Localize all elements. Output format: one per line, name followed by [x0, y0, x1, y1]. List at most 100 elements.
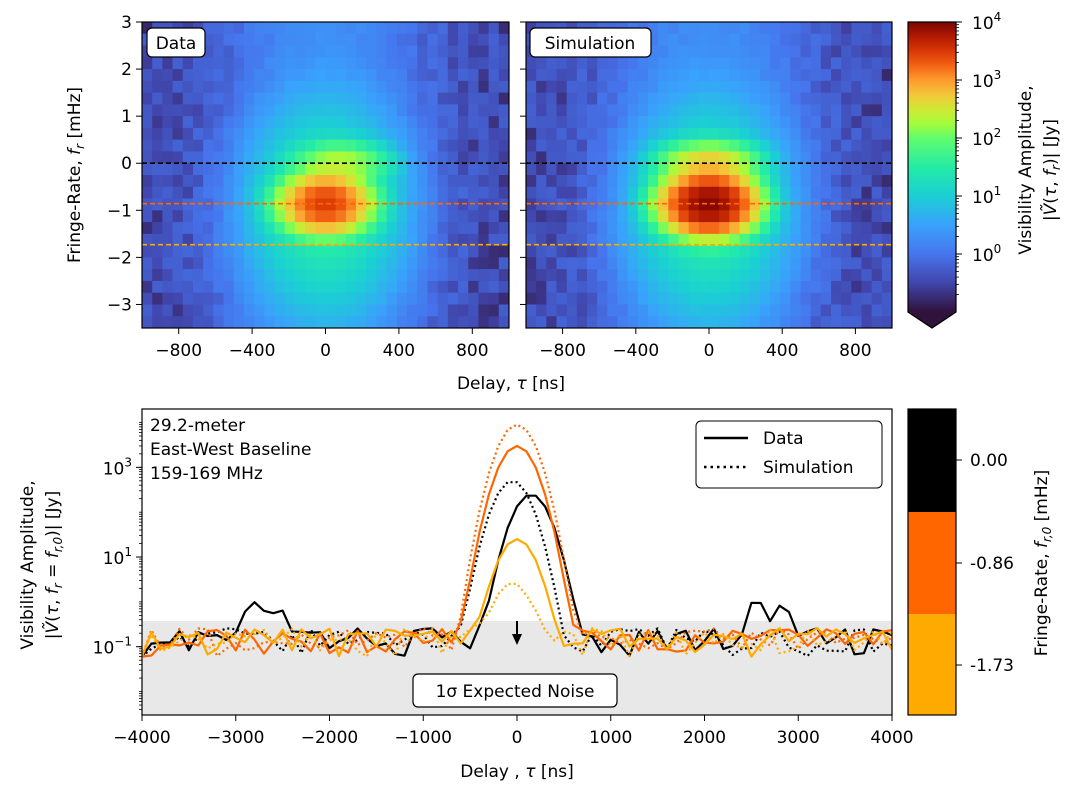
heatmap-cell	[800, 304, 812, 317]
heatmap-cell	[203, 198, 214, 211]
heatmap-cell	[871, 222, 883, 235]
heatmap-cell	[305, 163, 316, 176]
heatmap-cell	[780, 222, 791, 235]
heatmap-cell	[152, 269, 163, 282]
heatmap-cell	[223, 57, 235, 70]
heatmap-cell	[709, 45, 720, 58]
heatmap-cell	[203, 280, 214, 294]
heatmap-cell	[637, 280, 649, 294]
colorbar-amplitude-label-2: |Ṽ(τ, fr)| [Jy]	[1039, 119, 1063, 221]
heatmap-cell	[739, 139, 751, 153]
heatmap-cell	[254, 222, 265, 235]
heatmap-cell	[213, 233, 225, 247]
heatmap-cell	[871, 116, 883, 129]
heatmap-cell	[356, 245, 367, 258]
heatmap-cell	[688, 245, 700, 258]
heatmap-cell	[315, 69, 327, 82]
heatmap-cell	[274, 316, 286, 328]
heatmap-cell	[759, 257, 771, 270]
heatmap-cell	[637, 151, 649, 164]
heatmap-cell	[427, 139, 439, 153]
heatmap-cell	[526, 151, 537, 164]
heatmap-cell	[427, 104, 439, 117]
heatmap-cell	[182, 233, 194, 247]
heatmap-cell	[366, 163, 378, 176]
heatmap-cell	[458, 22, 469, 35]
heatmap-cell	[233, 233, 245, 247]
heatmap-cell	[407, 292, 418, 306]
heatmap-cell	[688, 151, 700, 164]
heatmap-cell	[597, 316, 608, 328]
heatmap-cell	[729, 139, 741, 153]
heatmap-cell	[345, 45, 357, 58]
heatmap-cell	[437, 116, 449, 129]
heatmap-cell	[315, 222, 327, 235]
heatmap-cell	[841, 233, 852, 247]
heatmap-cell	[417, 22, 429, 35]
heatmap-cell	[749, 304, 761, 317]
heatmap-cell	[407, 186, 418, 200]
heatmap-cell	[770, 45, 781, 58]
heatmap-cell	[233, 69, 245, 82]
heatmap-cell	[637, 304, 649, 317]
heatmap-cell	[345, 69, 357, 82]
line-series	[142, 423, 892, 658]
heatmap-cell	[305, 186, 316, 200]
heatmap-cell	[627, 116, 639, 129]
heatmap-cell	[498, 45, 509, 58]
heatmap-cell	[305, 22, 316, 35]
heatmap-cell	[498, 151, 509, 164]
heatmap-cell	[264, 57, 276, 70]
heatmap-cell	[182, 210, 194, 223]
heatmap-cell	[254, 45, 265, 58]
heatmap-cell	[274, 80, 286, 94]
heatmap-cell	[587, 92, 598, 105]
heatmap-cell	[274, 257, 286, 270]
heatmap-cell	[698, 304, 710, 317]
heatmap-cell	[780, 127, 791, 141]
heatmap-cell	[152, 151, 163, 164]
heatmap-cell	[881, 57, 892, 70]
heatmap-cell	[417, 292, 429, 306]
heatmap-cell	[366, 69, 378, 82]
heatmap-cell	[627, 127, 639, 141]
heatmap-cell	[658, 257, 669, 270]
heatmap-cell	[437, 233, 449, 247]
heatmap-cell	[719, 33, 730, 47]
heatmap-cell	[335, 151, 347, 164]
heatmap-cell	[152, 280, 163, 294]
heatmap-xtick-label: −400	[229, 341, 276, 361]
heatmap-cell	[546, 257, 558, 270]
heatmap-cell	[709, 33, 720, 47]
heatmap-data-panel	[142, 22, 509, 328]
heatmap-cell	[790, 222, 802, 235]
heatmap-cell	[407, 210, 418, 223]
heatmap-cell	[566, 316, 578, 328]
heatmap-cell	[335, 22, 347, 35]
heatmap-cell	[315, 104, 327, 117]
heatmap-cell	[345, 269, 357, 282]
heatmap-cell	[458, 80, 469, 94]
heatmap-cell	[770, 57, 781, 70]
heatmap-cell	[294, 257, 306, 270]
heatmap-cell	[566, 57, 578, 70]
heatmap-cell	[427, 92, 439, 105]
heatmap-cell	[556, 304, 568, 317]
heatmap-cell	[749, 104, 761, 117]
heatmap-cell	[871, 45, 883, 58]
heatmap-cell	[820, 22, 832, 35]
heatmap-cell	[698, 210, 710, 223]
heatmap-cell	[468, 280, 480, 294]
heatmap-cell	[488, 116, 500, 129]
heatmap-cell	[447, 80, 459, 94]
heatmap-cell	[831, 292, 842, 306]
heatmap-cell	[759, 22, 771, 35]
heatmap-cell	[617, 222, 629, 235]
heatmap-cell	[345, 127, 357, 141]
heatmap-cell	[294, 45, 306, 58]
heatmap-cell	[417, 269, 429, 282]
heatmap-cell	[396, 316, 408, 328]
heatmap-cell	[739, 57, 751, 70]
heatmap-cell	[192, 127, 204, 141]
heatmap-cell	[366, 257, 378, 270]
